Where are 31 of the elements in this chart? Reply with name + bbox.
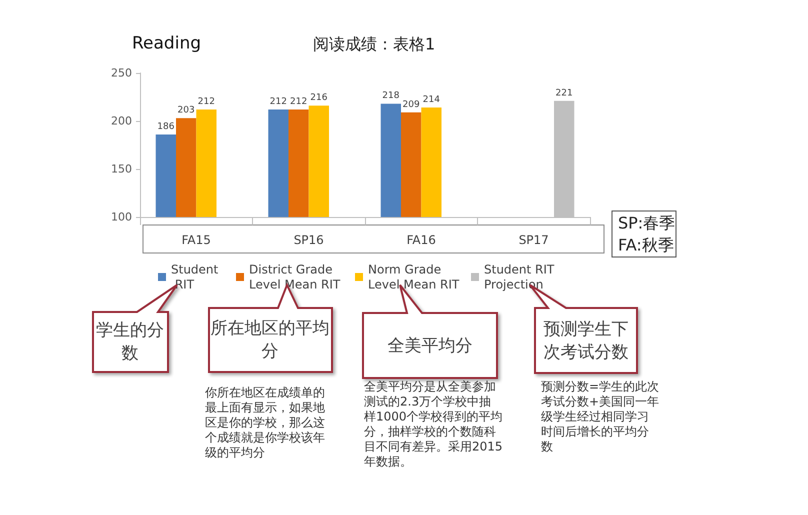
data-label: 216 bbox=[310, 93, 328, 104]
y-tick-label: 250 bbox=[111, 66, 132, 80]
x-tick-label: FA15 bbox=[182, 233, 211, 247]
text: 全美平均分是从全美参加测试的2.3万个学校中抽样1000个学校得到的平均分，抽样学校的个数随科目不同有差异。采用2015年数据。 bbox=[364, 380, 503, 468]
x-tick-label: SP17 bbox=[518, 233, 549, 247]
legend-label: Student RIT Projection bbox=[484, 262, 558, 292]
data-label: 212 bbox=[290, 96, 308, 107]
text: SP:春季 bbox=[618, 214, 676, 232]
x-tick-label: FA16 bbox=[406, 233, 436, 247]
data-label: 221 bbox=[556, 88, 573, 98]
text: 你所在地区在成绩单的最上面有显示，如果地区是你的学校，那么这个成绩就是你学校该年级的平均分 bbox=[204, 386, 325, 460]
text: 全美平均分 bbox=[388, 336, 472, 356]
data-label: 218 bbox=[382, 91, 400, 102]
chart-subtitle: Reading bbox=[132, 34, 202, 54]
data-label: 203 bbox=[178, 106, 195, 116]
y-tick-label: 150 bbox=[111, 162, 132, 176]
text: 学生的分数 bbox=[96, 320, 164, 364]
y-tick-label: 200 bbox=[111, 114, 132, 128]
text: 预测分数=学生的此次考试分数+美国同一年级学生经过相同学习时间后增长的平均分数 bbox=[541, 380, 660, 454]
data-label: 186 bbox=[157, 122, 175, 132]
x-tick-label: SP16 bbox=[294, 233, 324, 247]
data-label: 212 bbox=[198, 96, 215, 107]
text: FA:秋季 bbox=[618, 236, 674, 254]
data-label: 209 bbox=[402, 100, 420, 110]
text: 预测学生下次考试分数 bbox=[544, 320, 628, 362]
data-label: 212 bbox=[270, 96, 287, 107]
y-tick-label: 100 bbox=[111, 210, 132, 224]
chart-title: 阅读成绩：表格1 bbox=[313, 34, 436, 54]
legend-label: Norm Grade Level Mean RIT bbox=[368, 262, 460, 292]
text: 所在地区的平均分 bbox=[210, 318, 330, 362]
data-label: 214 bbox=[422, 95, 440, 106]
